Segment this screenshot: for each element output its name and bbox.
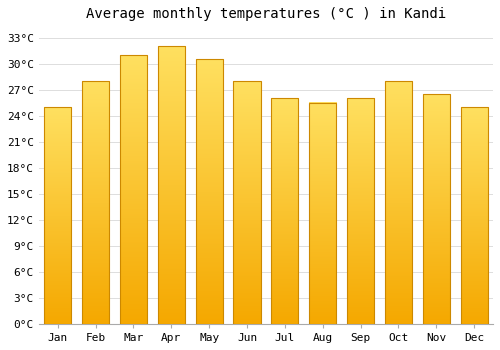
Title: Average monthly temperatures (°C ) in Kandi: Average monthly temperatures (°C ) in Ka…: [86, 7, 446, 21]
